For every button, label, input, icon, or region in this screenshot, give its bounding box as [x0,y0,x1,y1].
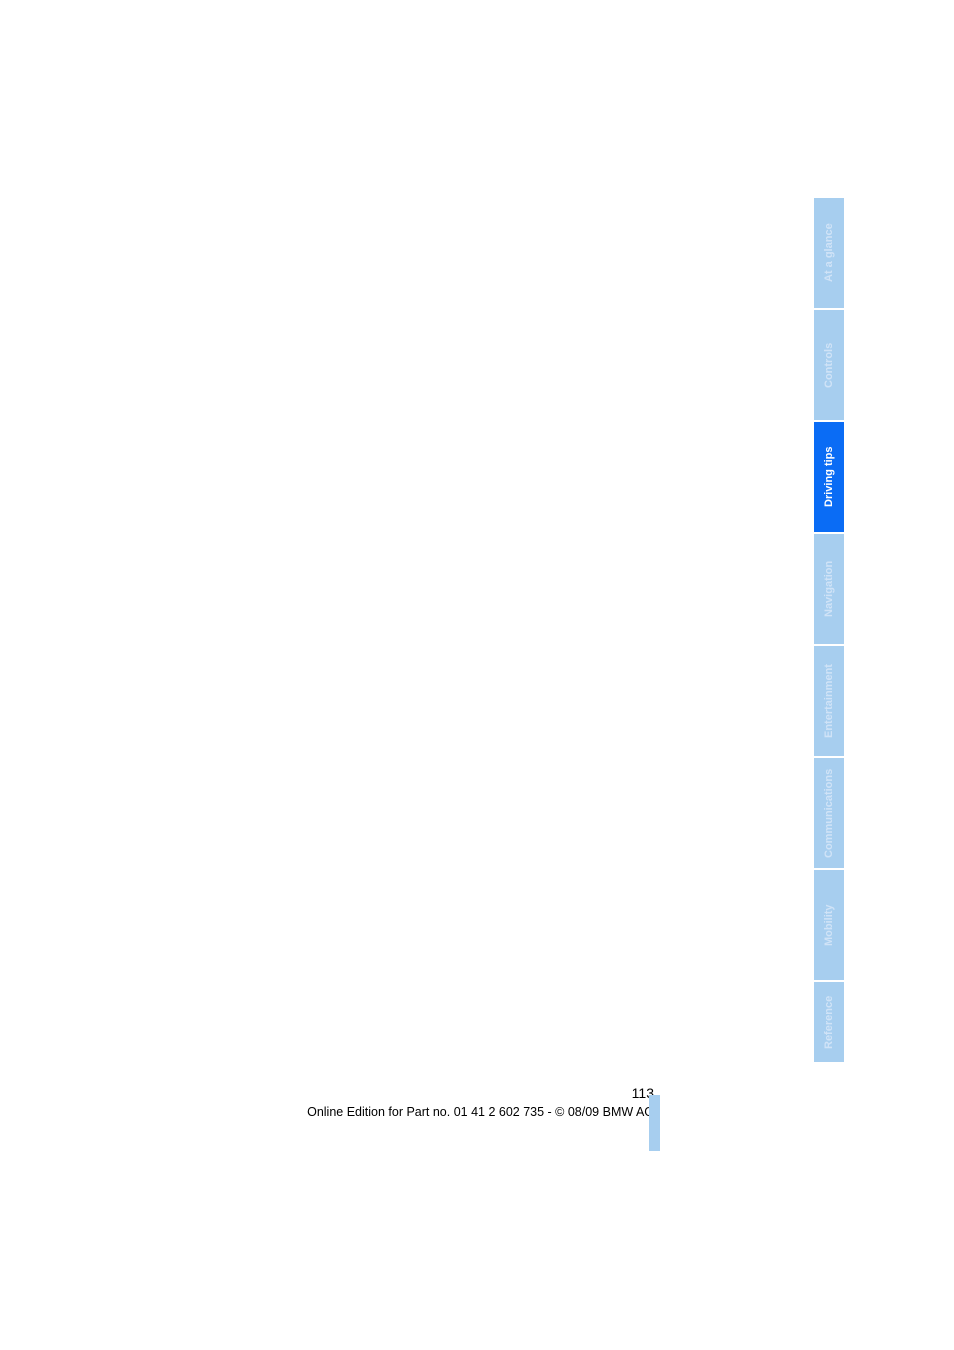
tab-navigation[interactable]: Navigation [814,534,844,646]
tab-controls[interactable]: Controls [814,310,844,422]
tab-communications[interactable]: Communications [814,758,844,870]
tab-reference[interactable]: Reference [814,982,844,1064]
tab-entertainment[interactable]: Entertainment [814,646,844,758]
tab-mobility[interactable]: Mobility [814,870,844,982]
tab-driving-tips[interactable]: Driving tips [814,422,844,534]
page-marker [649,1095,660,1151]
side-tabs: At a glance Controls Driving tips Naviga… [814,198,844,1064]
tab-at-a-glance[interactable]: At a glance [814,198,844,310]
page-footer: 113 Online Edition for Part no. 01 41 2 … [0,1085,654,1119]
page-number: 113 [0,1085,654,1101]
copyright-text: Online Edition for Part no. 01 41 2 602 … [0,1105,654,1119]
page-container: At a glance Controls Driving tips Naviga… [0,0,954,1350]
